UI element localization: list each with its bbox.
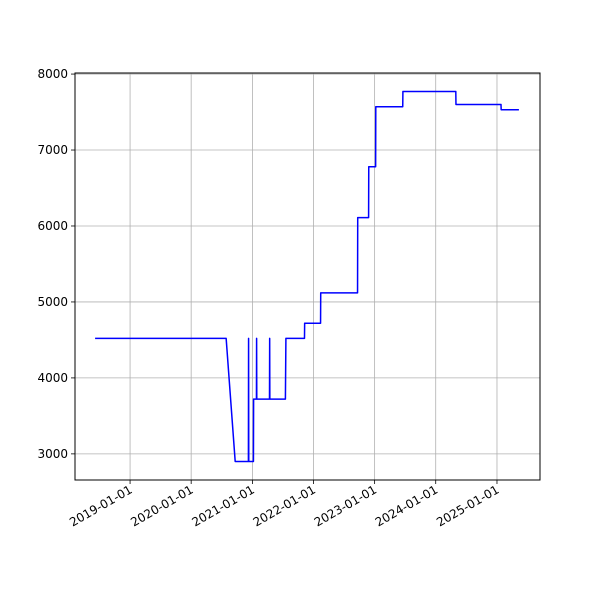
x-tick-label: 2025-01-01 <box>434 482 501 529</box>
y-tick-label: 3000 <box>37 447 68 461</box>
x-tick-label: 2023-01-01 <box>312 482 379 529</box>
y-tick-label: 8000 <box>37 67 68 81</box>
x-tick-label: 2024-01-01 <box>373 482 440 529</box>
data-line <box>95 90 519 463</box>
y-tick-label: 6000 <box>37 219 68 233</box>
x-tick-label: 2022-01-01 <box>251 482 318 529</box>
plot-frame <box>74 72 541 481</box>
y-tick-label: 5000 <box>37 295 68 309</box>
x-tick-label: 2021-01-01 <box>190 482 257 529</box>
x-tick-label: 2019-01-01 <box>67 482 134 529</box>
y-tick-label: 4000 <box>37 371 68 385</box>
x-tick-label: 2020-01-01 <box>128 482 195 529</box>
y-tick-label: 7000 <box>37 143 68 157</box>
